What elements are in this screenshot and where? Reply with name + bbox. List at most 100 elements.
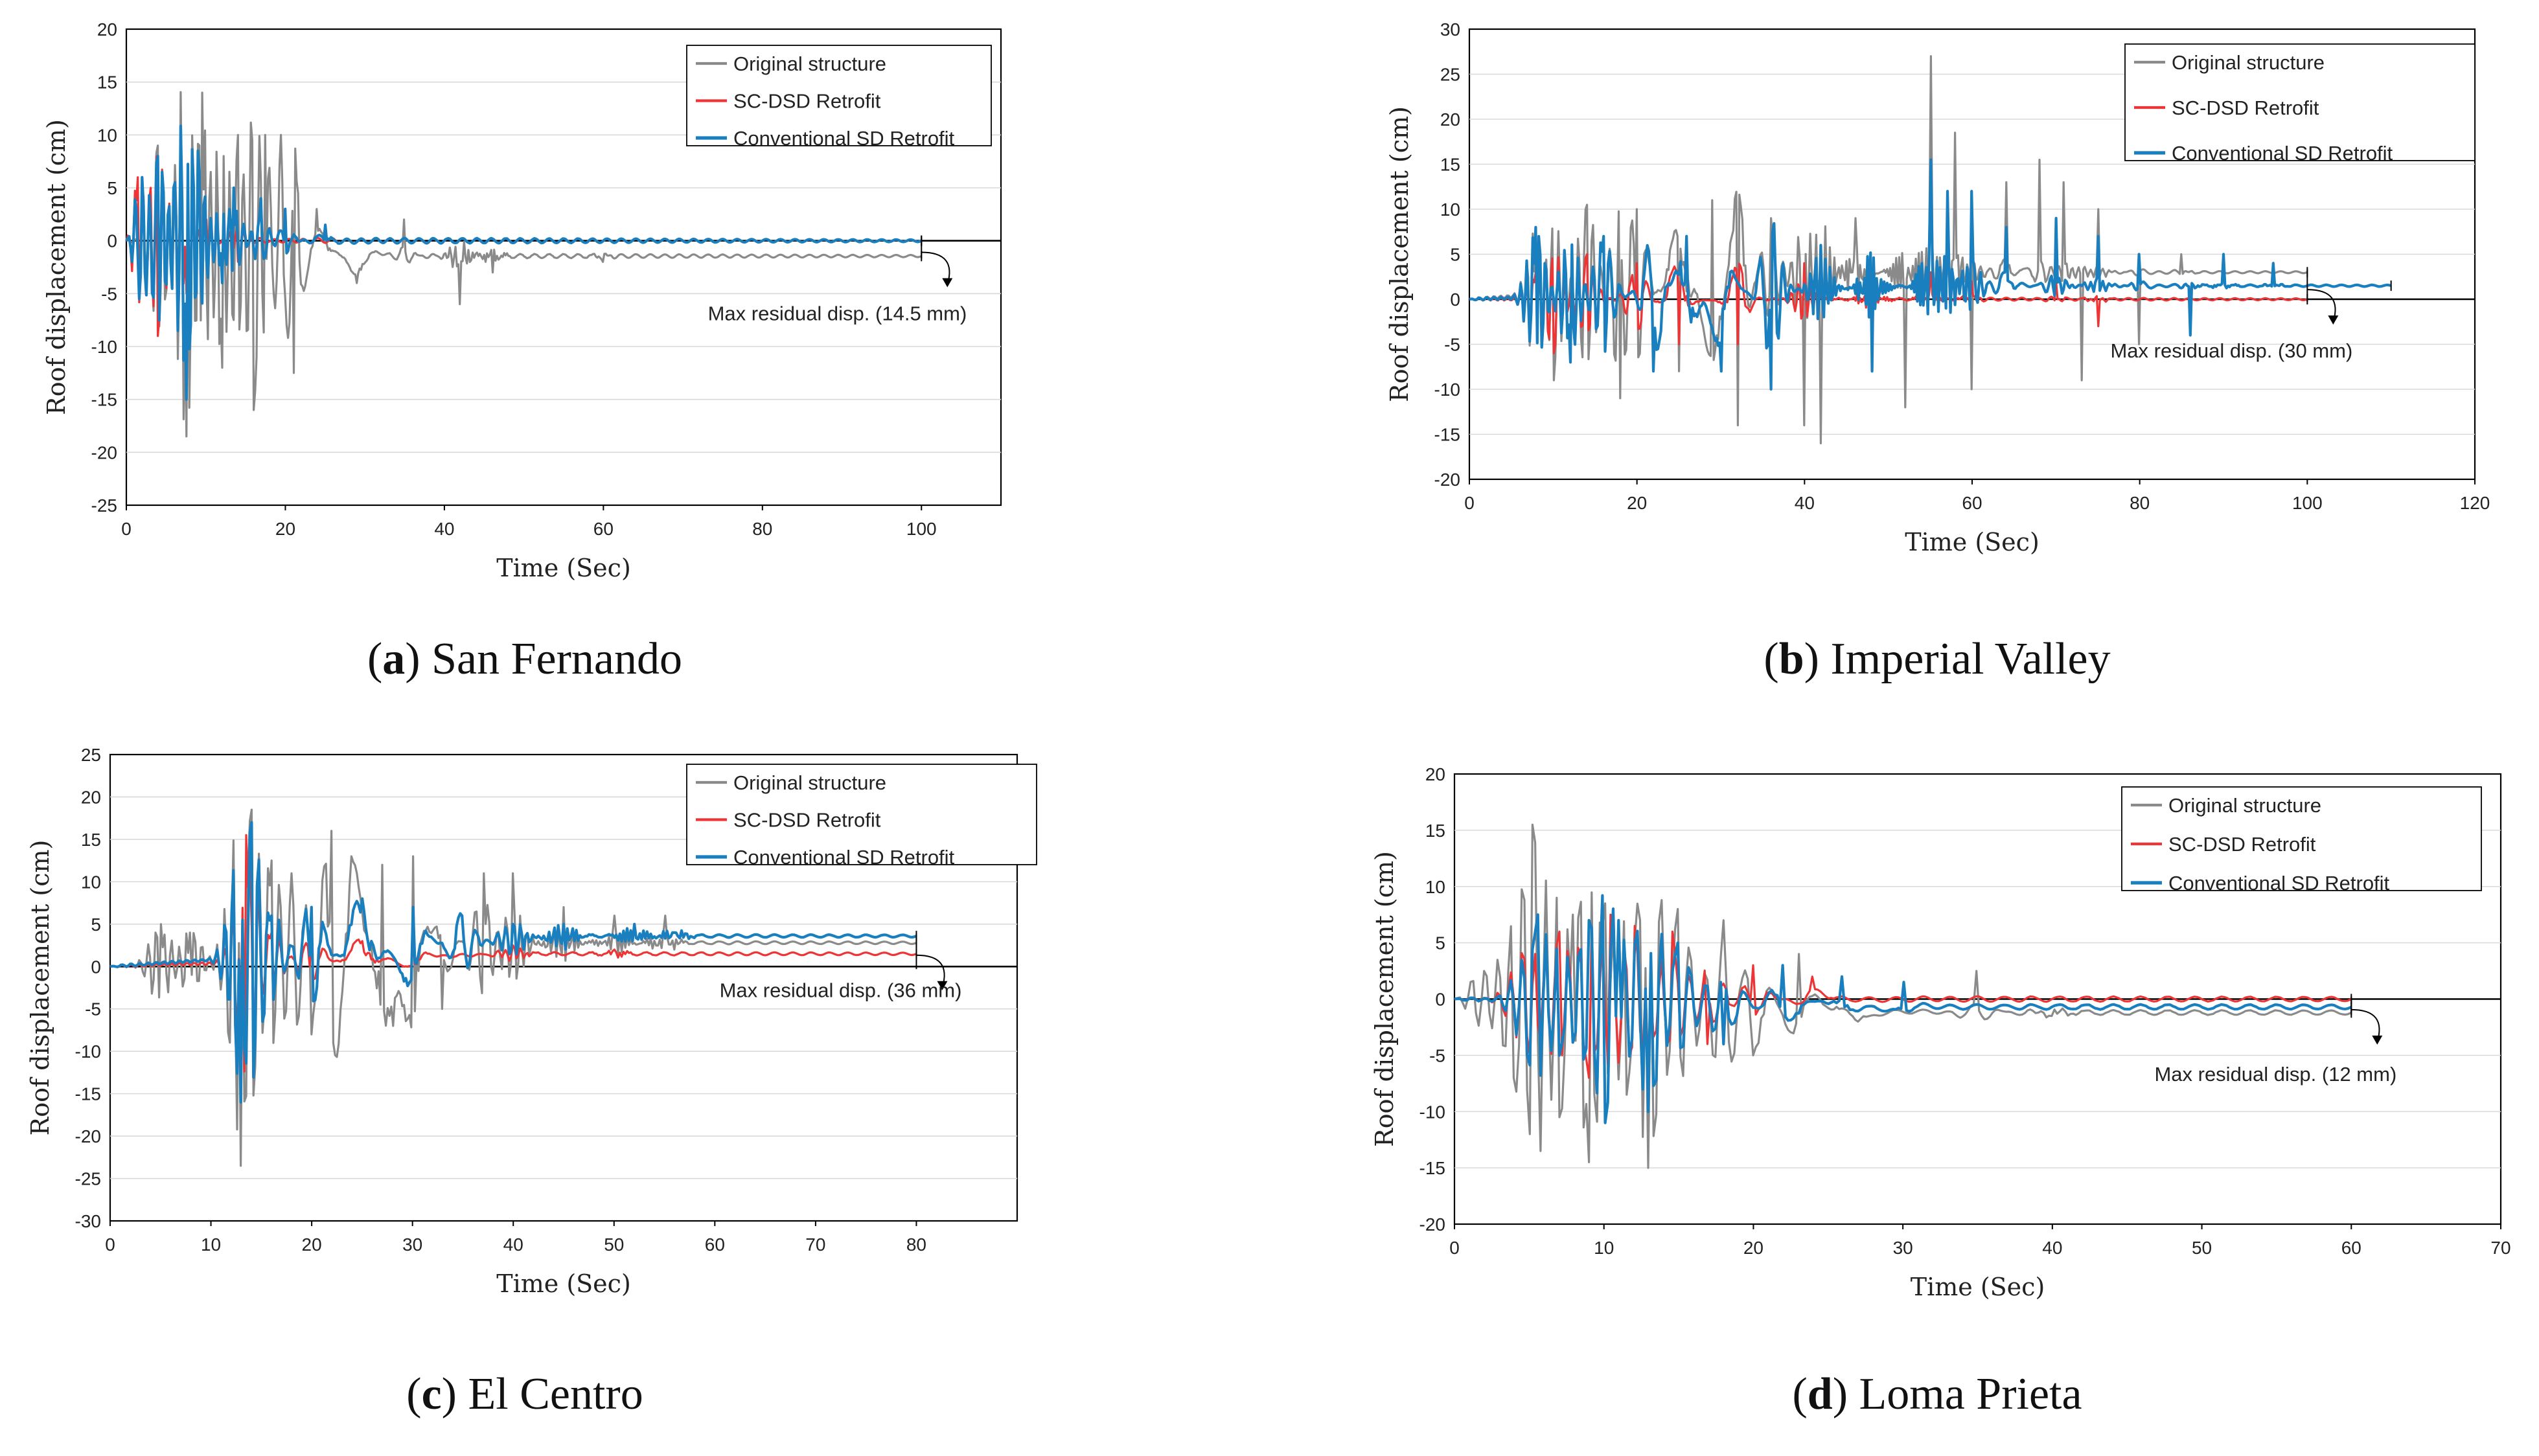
x-axis-label: Time (Sec): [1905, 528, 2039, 556]
y-tick-label: 30: [1440, 19, 1460, 40]
x-tick-label: 40: [503, 1234, 523, 1255]
legend-label-conventional-sd-retrofit: Conventional SD Retrofit: [733, 846, 955, 869]
legend-label-original-structure: Original structure: [2168, 794, 2321, 817]
series-line-conventional-sd-retrofit: [109, 821, 917, 1104]
y-axis-label: Roof displacement (cm): [42, 119, 71, 415]
y-tick-label: 15: [81, 830, 101, 850]
caption-open-paren: (: [1764, 634, 1778, 684]
x-tick-label: 60: [1962, 493, 1982, 513]
x-tick-label: 40: [2042, 1238, 2062, 1258]
x-tick-label: 80: [752, 519, 772, 539]
y-tick-label: 10: [97, 125, 117, 145]
legend-box: [2124, 43, 2476, 161]
caption-open-paren: (: [1792, 1369, 1807, 1419]
x-tick-label: 60: [705, 1234, 725, 1255]
y-tick-label: 5: [1450, 245, 1460, 265]
legend-box: [686, 764, 1037, 865]
y-tick-label: 0: [1450, 290, 1460, 310]
y-tick-label: 25: [1440, 65, 1460, 85]
y-tick-label: 15: [1440, 155, 1460, 175]
y-tick-label: -10: [1419, 1102, 1445, 1122]
y-axis-label: Roof displacement (cm): [1385, 106, 1414, 402]
x-tick-label: 80: [2130, 493, 2150, 513]
annotation-arrowhead: [2372, 1035, 2383, 1045]
y-tick-label: -5: [101, 284, 117, 304]
y-tick-label: 0: [107, 231, 117, 251]
x-tick-label: 40: [434, 519, 454, 539]
x-tick-label: 0: [1464, 493, 1475, 513]
legend-label-original-structure: Original structure: [733, 52, 886, 75]
annotation-arrowhead: [942, 278, 953, 288]
y-tick-label: 10: [1440, 199, 1460, 220]
y-tick-label: -15: [1419, 1158, 1445, 1178]
x-axis-label: Time (Sec): [496, 1269, 631, 1298]
x-tick-label: 40: [1795, 493, 1815, 513]
y-tick-label: -25: [91, 495, 117, 516]
x-tick-label: 30: [402, 1234, 422, 1255]
caption-open-paren: (: [406, 1369, 421, 1419]
x-tick-label: 80: [906, 1234, 926, 1255]
y-tick-label: -5: [1429, 1045, 1445, 1065]
x-tick-label: 20: [1743, 1238, 1764, 1258]
legend-label-original-structure: Original structure: [733, 771, 886, 794]
y-tick-label: -20: [1419, 1214, 1445, 1234]
series-line-conventional-sd-retrofit: [125, 124, 923, 401]
x-tick-label: 120: [2460, 493, 2490, 513]
y-tick-label: -5: [1444, 335, 1460, 355]
x-tick-label: 0: [121, 519, 132, 539]
series-line-conventional-sd-retrofit: [1469, 158, 2393, 391]
x-tick-label: 60: [2341, 1238, 2361, 1258]
y-tick-label: -20: [91, 442, 117, 462]
y-tick-label: -20: [1434, 470, 1460, 490]
y-tick-label: 5: [91, 915, 101, 935]
annotation-text: Max residual disp. (30 mm): [2110, 339, 2352, 362]
caption-close-paren: ): [405, 634, 431, 684]
series-line-original-structure: [109, 808, 917, 1167]
chart-panel-d: -20 -15 -10 -5 0 5 10 15 20 0 10 20 30 40 50 60 70 Time (…: [1370, 764, 2511, 1419]
y-tick-label: -10: [1434, 380, 1460, 400]
caption-close-paren: ): [442, 1369, 468, 1419]
x-tick-label: 100: [906, 519, 937, 539]
y-tick-label: -10: [75, 1041, 101, 1062]
y-tick-label: 15: [97, 73, 117, 93]
y-tick-label: -10: [91, 337, 117, 357]
legend-label-sc-dsd-retrofit: SC-DSD Retrofit: [733, 809, 881, 832]
caption-letter: b: [1779, 634, 1804, 684]
caption-close-paren: ): [1833, 1369, 1859, 1419]
y-tick-label: 20: [1440, 109, 1460, 130]
annotation-arrowhead: [937, 981, 948, 990]
annotation-text: Max residual disp. (36 mm): [720, 979, 962, 1002]
y-tick-label: 10: [1425, 877, 1445, 897]
series-line-sc-dsd-retrofit: [1469, 253, 2308, 354]
caption-letter: a: [382, 634, 405, 684]
y-axis-label: Roof displacement (cm): [26, 840, 54, 1136]
x-tick-label: 20: [275, 519, 295, 539]
x-tick-label: 20: [1627, 493, 1647, 513]
x-tick-label: 50: [2192, 1238, 2212, 1258]
series-line-conventional-sd-retrofit: [1454, 894, 2352, 1124]
chart-panel-c: -30 -25 -20 -15 -10 -5 0 5 10 15 20 25 0 10 20 30 40 50 60…: [26, 745, 1037, 1419]
chart-panel-a: -25 -20 -15 -10 -5 0 5 10 15 20 0 20 40 60 80 100 Time (…: [42, 19, 1002, 684]
x-tick-label: 0: [1449, 1238, 1460, 1258]
legend-label-conventional-sd-retrofit: Conventional SD Retrofit: [733, 127, 955, 150]
annotation-text: Max residual disp. (12 mm): [2154, 1063, 2396, 1086]
series-line-original-structure: [1454, 823, 2352, 1169]
legend-label-original-structure: Original structure: [2172, 51, 2325, 74]
y-tick-label: 5: [1435, 933, 1445, 953]
y-tick-label: -25: [75, 1169, 101, 1189]
legend-label-sc-dsd-retrofit: SC-DSD Retrofit: [2168, 833, 2316, 856]
legend-label-conventional-sd-retrofit: Conventional SD Retrofit: [2172, 142, 2393, 165]
x-tick-label: 70: [805, 1234, 825, 1255]
caption-letter: c: [422, 1369, 442, 1419]
caption-open-paren: (: [367, 634, 382, 684]
y-tick-label: 20: [1425, 764, 1445, 784]
y-tick-label: 5: [107, 178, 117, 198]
legend-label-sc-dsd-retrofit: SC-DSD Retrofit: [2172, 97, 2319, 119]
legend-label-conventional-sd-retrofit: Conventional SD Retrofit: [2168, 872, 2390, 894]
x-tick-label: 70: [2490, 1238, 2510, 1258]
x-tick-label: 100: [2292, 493, 2323, 513]
legend-label-sc-dsd-retrofit: SC-DSD Retrofit: [733, 90, 881, 113]
panel-caption: (b) Imperial Valley: [1764, 634, 2110, 684]
